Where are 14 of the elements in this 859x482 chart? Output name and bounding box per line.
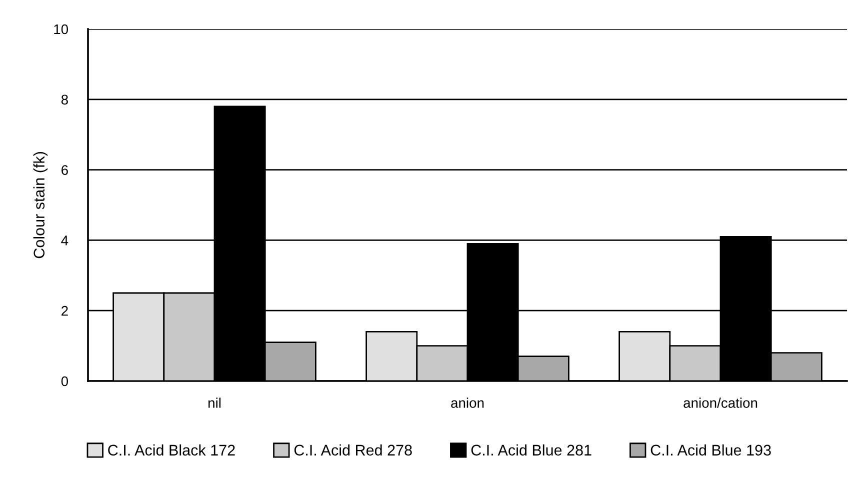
legend-label: C.I. Acid Blue 281: [471, 444, 592, 456]
y-tick-label: 4: [61, 236, 68, 246]
y-tick-label: 8: [61, 94, 68, 105]
x-tick-label: anion: [451, 398, 484, 408]
legend-label: C.I. Acid Red 278: [294, 444, 412, 456]
y-tick-label: 6: [62, 165, 68, 175]
y-tick-label: 2: [62, 306, 68, 316]
x-tick-label: nil: [208, 398, 221, 408]
legend-label: C.I. Acid Blue 193: [650, 444, 771, 456]
y-tick-label: 0: [61, 376, 68, 386]
y-tick-label: 10: [54, 24, 68, 34]
y-axis-title: Colour stain (fk): [33, 152, 48, 258]
x-tick-label: anion/cation: [684, 398, 758, 408]
legend-label: C.I. Acid Black 172: [108, 444, 235, 456]
